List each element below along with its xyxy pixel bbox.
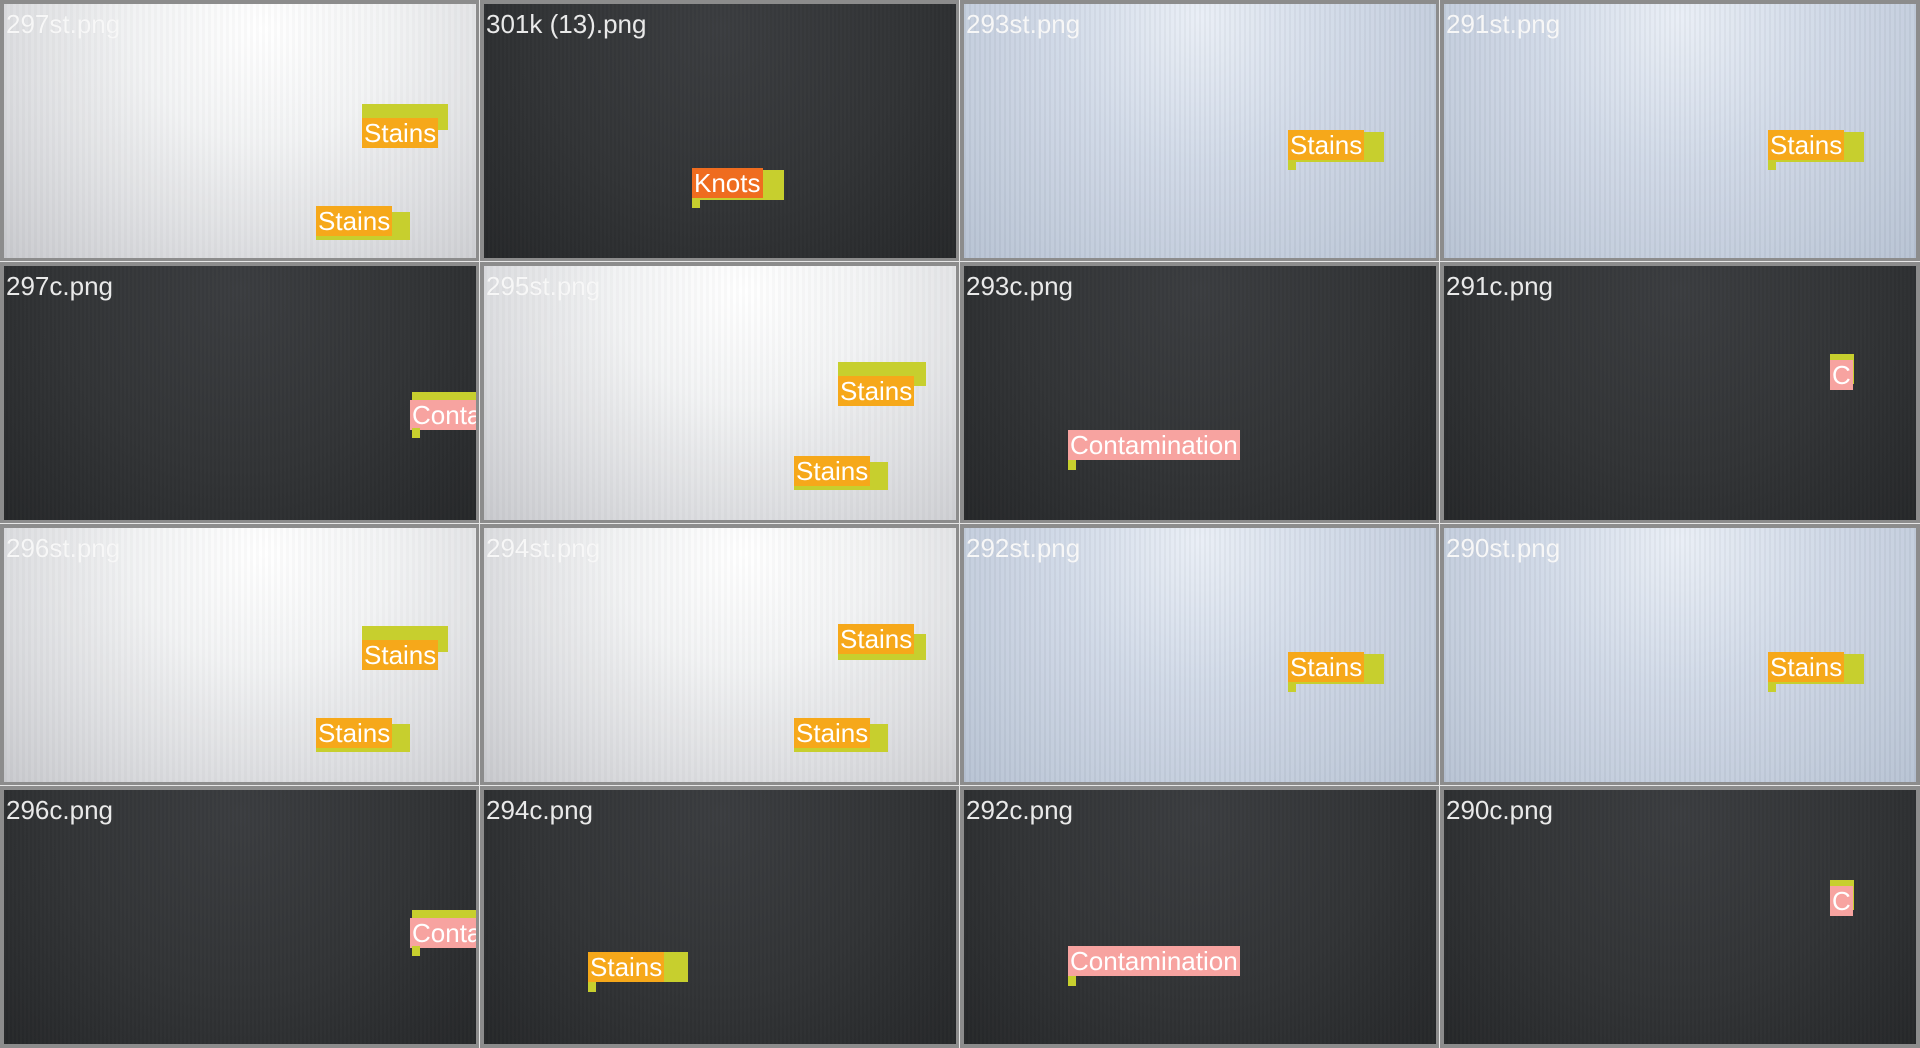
thumbnail-tile[interactable]: 290c.png C <box>1439 785 1920 1048</box>
detection-label-stains: Stains <box>316 206 393 236</box>
detection-label-contamination: C <box>1830 360 1853 390</box>
thumbnail-filename: 296c.png <box>6 795 113 825</box>
thumbnail-tile[interactable]: 291c.png C <box>1439 261 1920 525</box>
detection-label-stains: Stains <box>794 718 871 748</box>
thumbnail-tile[interactable]: 290st.png Stains <box>1439 523 1920 787</box>
detection-label-stains: Stains <box>362 118 439 148</box>
detection-label-contamination: Contamination <box>410 400 476 430</box>
detection-marker <box>1068 976 1076 986</box>
thumbnail-tile[interactable]: 293c.png Contamination <box>959 261 1441 525</box>
detection-marker <box>1768 160 1776 170</box>
detection-label-stains: Stains <box>362 640 439 670</box>
thumbnail-tile[interactable]: 294st.png Stains Stains <box>479 523 961 787</box>
thumbnail-tile[interactable]: 292st.png Stains <box>959 523 1441 787</box>
detection-label-contamination: Contamination <box>1068 430 1240 460</box>
thumbnail-filename: 296st.png <box>6 533 121 563</box>
thumbnail-tile[interactable]: 301k (13).png Knots <box>479 0 961 263</box>
detection-marker <box>588 982 596 992</box>
thumbnail-filename: 293c.png <box>966 271 1073 301</box>
thumbnail-filename: 293st.png <box>966 9 1081 39</box>
detection-label-knots: Knots <box>692 168 763 198</box>
detection-marker <box>412 428 420 438</box>
detection-label-stains: Stains <box>588 952 665 982</box>
detection-label-stains: Stains <box>1768 130 1845 160</box>
detection-label-stains: Stains <box>1288 130 1365 160</box>
detection-marker <box>1288 682 1296 692</box>
detection-marker <box>1068 460 1076 470</box>
thumbnail-filename: 290c.png <box>1446 795 1553 825</box>
thumbnail-tile[interactable]: 297c.png Contamination <box>0 261 481 525</box>
detection-marker <box>692 198 700 208</box>
detection-marker <box>1768 682 1776 692</box>
detection-label-stains: Stains <box>838 376 915 406</box>
thumbnail-tile[interactable]: 295st.png Stains Stains <box>479 261 961 525</box>
thumbnail-filename: 292c.png <box>966 795 1073 825</box>
thumbnail-filename: 297st.png <box>6 9 121 39</box>
thumbnail-tile[interactable]: 297st.png Stains Stains <box>0 0 481 263</box>
detection-label-stains: Stains <box>316 718 393 748</box>
detection-label-stains: Stains <box>1288 652 1365 682</box>
thumbnail-filename: 290st.png <box>1446 533 1561 563</box>
detection-label-stains: Stains <box>794 456 871 486</box>
thumbnail-tile[interactable]: 293st.png Stains <box>959 0 1441 263</box>
detection-label-stains: Stains <box>838 624 915 654</box>
thumbnail-tile[interactable]: 294c.png Stains <box>479 785 961 1048</box>
thumbnail-tile[interactable]: 296c.png Contamination <box>0 785 481 1048</box>
thumbnail-filename: 297c.png <box>6 271 113 301</box>
detection-marker <box>412 946 420 956</box>
thumbnail-filename: 291c.png <box>1446 271 1553 301</box>
thumbnail-filename: 291st.png <box>1446 9 1561 39</box>
thumbnail-filename: 294st.png <box>486 533 601 563</box>
detection-label-contamination: Contamination <box>1068 946 1240 976</box>
detection-label-stains: Stains <box>1768 652 1845 682</box>
thumbnail-filename: 294c.png <box>486 795 593 825</box>
thumbnail-tile[interactable]: 296st.png Stains Stains <box>0 523 481 787</box>
detection-label-contamination: Contamination <box>410 918 476 948</box>
thumbnail-filename: 292st.png <box>966 533 1081 563</box>
thumbnail-filename: 295st.png <box>486 271 601 301</box>
thumbnail-tile[interactable]: 292c.png Contamination <box>959 785 1441 1048</box>
detection-marker <box>1288 160 1296 170</box>
thumbnail-filename: 301k (13).png <box>486 9 647 39</box>
detection-label-contamination: C <box>1830 886 1853 916</box>
thumbnail-tile[interactable]: 291st.png Stains <box>1439 0 1920 263</box>
